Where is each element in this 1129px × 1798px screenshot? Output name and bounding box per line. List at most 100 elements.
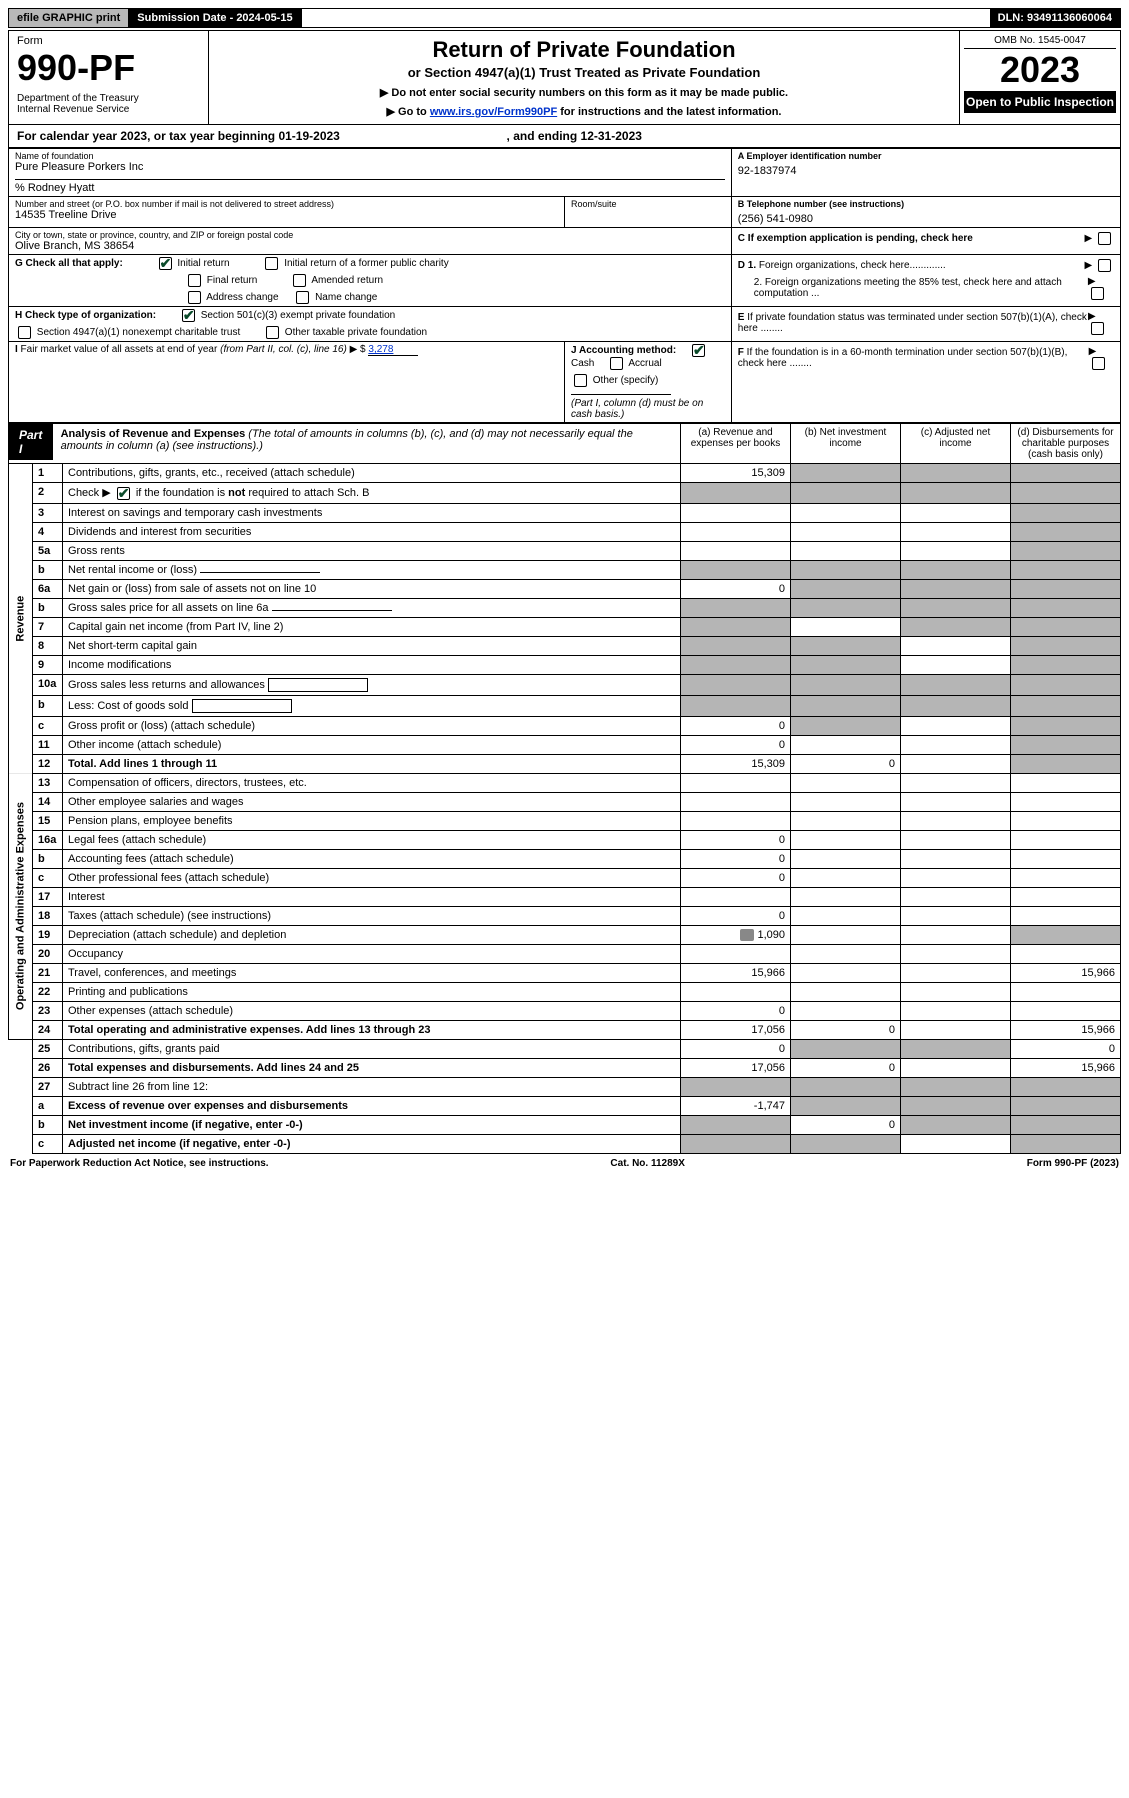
j-cash-checkbox[interactable]	[692, 344, 705, 357]
city-value: Olive Branch, MS 38654	[15, 240, 725, 252]
line-desc: Printing and publications	[63, 982, 681, 1001]
line-desc: Net rental income or (loss)	[63, 560, 681, 579]
g-final: Final return	[207, 275, 258, 286]
line-a: 0	[681, 735, 791, 754]
j-other: Other (specify)	[593, 375, 659, 386]
j-cash: Cash	[571, 358, 594, 369]
line-no: 21	[33, 963, 63, 982]
h-other-checkbox[interactable]	[266, 326, 279, 339]
f-checkbox[interactable]	[1092, 357, 1105, 370]
line-d: 15,966	[1011, 963, 1121, 982]
h-label: H Check type of organization:	[15, 310, 156, 321]
d1-checkbox[interactable]	[1098, 259, 1111, 272]
c-checkbox[interactable]	[1098, 232, 1111, 245]
line-no: 3	[33, 503, 63, 522]
line-desc: Total expenses and disbursements. Add li…	[63, 1058, 681, 1077]
entity-info-table: Name of foundation Pure Pleasure Porkers…	[8, 148, 1121, 423]
line-no: 23	[33, 1001, 63, 1020]
line-desc: Less: Cost of goods sold	[63, 695, 681, 716]
e-checkbox[interactable]	[1091, 322, 1104, 335]
line-no: a	[33, 1096, 63, 1115]
room-label: Room/suite	[571, 199, 725, 209]
calyear-end: 12-31-2023	[581, 129, 642, 143]
line-desc: Dividends and interest from securities	[63, 522, 681, 541]
line-no: b	[33, 695, 63, 716]
h-501c3-checkbox[interactable]	[182, 309, 195, 322]
line-a: 0	[681, 1001, 791, 1020]
attachment-icon[interactable]	[740, 929, 754, 941]
line-desc: Interest on savings and temporary cash i…	[63, 503, 681, 522]
line-desc: Gross profit or (loss) (attach schedule)	[63, 716, 681, 735]
g-name-change-checkbox[interactable]	[296, 291, 309, 304]
line-a: -1,747	[681, 1096, 791, 1115]
j-note: (Part I, column (d) must be on cash basi…	[571, 398, 725, 420]
line-no: 14	[33, 792, 63, 811]
line-d: 0	[1011, 1039, 1121, 1058]
h-opt3: Other taxable private foundation	[285, 327, 427, 338]
fmv-value[interactable]: 3,278	[368, 344, 418, 356]
omb-number: OMB No. 1545-0047	[964, 35, 1116, 49]
g-label: G Check all that apply:	[15, 258, 123, 269]
form-note-2: ▶ Go to www.irs.gov/Form990PF for instru…	[221, 105, 947, 118]
line-desc: Depreciation (attach schedule) and deple…	[63, 925, 681, 944]
line-a: 0	[681, 849, 791, 868]
g-initial-former-checkbox[interactable]	[265, 257, 278, 270]
calyear-mid: , and ending	[507, 129, 581, 143]
schb-checkbox[interactable]	[117, 487, 130, 500]
g-final-checkbox[interactable]	[188, 274, 201, 287]
efile-print-button[interactable]: efile GRAPHIC print	[9, 9, 129, 27]
dln-number: DLN: 93491136060064	[990, 9, 1120, 27]
line-d: 15,966	[1011, 1058, 1121, 1077]
line-desc: Other professional fees (attach schedule…	[63, 868, 681, 887]
c-label: C If exemption application is pending, c…	[738, 233, 973, 244]
line-desc: Pension plans, employee benefits	[63, 811, 681, 830]
line-no: 12	[33, 754, 63, 773]
form-number: 990-PF	[17, 47, 200, 89]
line-a: 17,056	[681, 1058, 791, 1077]
j-label: J Accounting method:	[571, 345, 676, 356]
line-no: 15	[33, 811, 63, 830]
line-d: 15,966	[1011, 1020, 1121, 1039]
submission-date: Submission Date - 2024-05-15	[129, 9, 301, 27]
form-header: Form 990-PF Department of the Treasury I…	[8, 30, 1121, 125]
line-no: 9	[33, 655, 63, 674]
line-desc: Travel, conferences, and meetings	[63, 963, 681, 982]
line-a: 17,056	[681, 1020, 791, 1039]
part1-label: Part I	[9, 424, 53, 460]
calyear-pre: For calendar year 2023, or tax year begi…	[17, 129, 278, 143]
part1-desc: Analysis of Revenue and Expenses (The to…	[53, 424, 680, 456]
line-no: b	[33, 1115, 63, 1134]
open-public-label: Open to Public Inspection	[964, 91, 1116, 113]
g-amended: Amended return	[311, 275, 383, 286]
h-4947-checkbox[interactable]	[18, 326, 31, 339]
line-no: 18	[33, 906, 63, 925]
col-a-header: (a) Revenue and expenses per books	[681, 424, 791, 464]
g-addr-change-checkbox[interactable]	[188, 291, 201, 304]
line-desc: Net investment income (if negative, ente…	[63, 1115, 681, 1134]
g-initial-checkbox[interactable]	[159, 257, 172, 270]
col-d-header: (d) Disbursements for charitable purpose…	[1011, 424, 1121, 464]
d2-checkbox[interactable]	[1091, 287, 1104, 300]
line-no: c	[33, 716, 63, 735]
line-desc: Check ▶ if the foundation is not require…	[63, 483, 681, 504]
h-opt1: Section 501(c)(3) exempt private foundat…	[201, 310, 396, 321]
line-a: 0	[681, 1039, 791, 1058]
line-no: 26	[33, 1058, 63, 1077]
line-desc: Other employee salaries and wages	[63, 792, 681, 811]
g-amended-checkbox[interactable]	[293, 274, 306, 287]
line-a: 0	[681, 830, 791, 849]
care-of: % Rodney Hyatt	[15, 179, 725, 194]
j-accrual: Accrual	[628, 358, 661, 369]
j-other-checkbox[interactable]	[574, 374, 587, 387]
line-desc: Occupancy	[63, 944, 681, 963]
line-a: 15,309	[681, 464, 791, 483]
line-a: 15,309	[681, 754, 791, 773]
irs-link[interactable]: www.irs.gov/Form990PF	[430, 106, 557, 118]
line-desc: Other income (attach schedule)	[63, 735, 681, 754]
line-no: c	[33, 1134, 63, 1153]
form-label: Form	[17, 35, 200, 47]
foundation-name: Pure Pleasure Porkers Inc	[15, 161, 725, 173]
j-accrual-checkbox[interactable]	[610, 357, 623, 370]
addr-value: 14535 Treeline Drive	[15, 209, 558, 221]
form-id-block: Form 990-PF Department of the Treasury I…	[9, 31, 209, 124]
